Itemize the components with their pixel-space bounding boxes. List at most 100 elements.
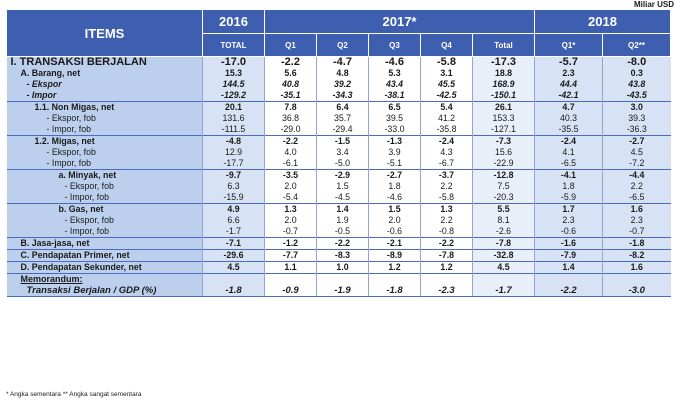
value-cell: 4.3: [420, 147, 473, 158]
row-label: - Impor: [6, 90, 203, 102]
row-label: a. Minyak, net: [6, 169, 203, 181]
value-cell: 4.9: [202, 203, 265, 215]
value-cell: -2.4: [420, 135, 473, 147]
value-cell: -15.9: [202, 192, 265, 204]
value-cell: 1.8: [368, 181, 421, 192]
value-cell: 40.3: [534, 113, 603, 124]
value-cell: -2.3: [420, 285, 473, 297]
row-label: 1.2. Migas, net: [6, 135, 203, 147]
value-cell: -8.9: [368, 249, 421, 262]
value-cell: -8.3: [316, 249, 369, 262]
row-label: D. Pendapatan Sekunder, net: [6, 261, 203, 274]
row-label: - Ekspor, fob: [6, 181, 203, 192]
value-cell: -129.2: [202, 90, 265, 102]
value-cell: -35.8: [420, 124, 473, 136]
value-cell: 6.6: [202, 215, 265, 226]
value-cell: 7.5: [472, 181, 535, 192]
value-cell: -29.4: [316, 124, 369, 136]
row-label: - Ekspor, fob: [6, 113, 203, 124]
value-cell: -1.7: [202, 226, 265, 238]
row-label: - Ekspor, fob: [6, 147, 203, 158]
value-cell: 8.1: [472, 215, 535, 226]
table-row: D. Pendapatan Sekunder, net 4.5 1.1 1.0 1.2 1…: [6, 261, 671, 274]
table-row: A. Barang, net 15.3 5.6 4.8 5.3 3.1 18.8 2.3 0.3: [6, 68, 671, 79]
value-cell: -1.3: [368, 135, 421, 147]
value-cell: -127.1: [472, 124, 535, 136]
value-cell: -38.1: [368, 90, 421, 102]
value-cell: -150.1: [472, 90, 535, 102]
value-cell: -1.6: [534, 237, 603, 250]
value-cell: 43.8: [601, 79, 671, 90]
year-2017-header: 2017*: [264, 9, 535, 34]
value-cell: 2.2: [420, 181, 473, 192]
col-header: Total: [472, 33, 535, 57]
value-cell: -2.2: [264, 135, 317, 147]
value-cell: -32.8: [472, 249, 535, 262]
value-cell: 1.8: [534, 181, 603, 192]
value-cell: -4.7: [316, 56, 369, 68]
value-cell: -7.9: [534, 249, 603, 262]
value-cell: 40.8: [264, 79, 317, 90]
value-cell: -35.1: [264, 90, 317, 102]
year-2016-header: 2016: [202, 9, 265, 34]
year-2018-header: 2018: [533, 9, 672, 34]
value-cell: -5.4: [264, 192, 317, 204]
value-cell: -3.0: [601, 285, 671, 297]
row-label: B. Jasa-jasa, net: [6, 237, 203, 250]
row-label: Memorandum:: [6, 273, 203, 285]
value-cell: 15.6: [472, 147, 535, 158]
value-cell: -1.7: [472, 285, 535, 297]
value-cell: [601, 273, 671, 285]
value-cell: 2.0: [368, 215, 421, 226]
value-cell: 15.3: [202, 68, 265, 79]
value-cell: -7.2: [601, 158, 671, 170]
value-cell: -2.4: [534, 135, 603, 147]
value-cell: 7.8: [264, 101, 317, 113]
value-cell: -0.5: [316, 226, 369, 238]
value-cell: 5.6: [264, 68, 317, 79]
value-cell: 6.3: [202, 181, 265, 192]
value-cell: -35.5: [534, 124, 603, 136]
value-cell: -6.5: [534, 158, 603, 170]
value-cell: 43.4: [368, 79, 421, 90]
value-cell: 6.5: [368, 101, 421, 113]
table-row: - Impor, fob -15.9 -5.4 -4.5 -4.6 -5.8 -20.3 -5…: [6, 192, 671, 204]
value-cell: -42.5: [420, 90, 473, 102]
footnote: * Angka sementara ** Angka sangat sement…: [6, 391, 142, 398]
row-label: I. TRANSAKSI BERJALAN: [6, 56, 203, 68]
value-cell: [534, 273, 603, 285]
value-cell: -6.7: [420, 158, 473, 170]
value-cell: -5.1: [368, 158, 421, 170]
value-cell: 2.2: [420, 215, 473, 226]
value-cell: -17.7: [202, 158, 265, 170]
value-cell: [472, 273, 535, 285]
value-cell: 35.7: [316, 113, 369, 124]
value-cell: -4.1: [534, 169, 603, 181]
value-cell: 5.4: [420, 101, 473, 113]
value-cell: [316, 273, 369, 285]
table-row: - Ekspor, fob 131.6 36.8 35.7 39.5 41.2 153.3 4…: [6, 113, 671, 124]
value-cell: 1.9: [316, 215, 369, 226]
value-cell: -1.2: [264, 237, 317, 250]
value-cell: 153.3: [472, 113, 535, 124]
value-cell: -4.6: [368, 192, 421, 204]
table-row: B. Jasa-jasa, net -7.1 -1.2 -2.2 -2.1 -2.2 -7.…: [6, 237, 671, 250]
value-cell: 131.6: [202, 113, 265, 124]
value-cell: 39.3: [601, 113, 671, 124]
row-label: - Impor, fob: [6, 158, 203, 170]
value-cell: 4.5: [601, 147, 671, 158]
value-cell: 2.0: [264, 181, 317, 192]
value-cell: 12.9: [202, 147, 265, 158]
value-cell: -36.3: [601, 124, 671, 136]
row-label: b. Gas, net: [6, 203, 203, 215]
value-cell: -3.7: [420, 169, 473, 181]
value-cell: -4.8: [202, 135, 265, 147]
value-cell: 39.5: [368, 113, 421, 124]
value-cell: 2.0: [264, 215, 317, 226]
value-cell: -4.5: [316, 192, 369, 204]
value-cell: -6.1: [264, 158, 317, 170]
table-row: - Impor, fob -1.7 -0.7 -0.5 -0.6 -0.8 -2.6 -0.6…: [6, 226, 671, 238]
value-cell: 1.5: [368, 203, 421, 215]
row-label: - Impor, fob: [6, 226, 203, 238]
table-row: b. Gas, net 4.9 1.3 1.4 1.5 1.3 5.5 1.7 1.6: [6, 203, 671, 215]
